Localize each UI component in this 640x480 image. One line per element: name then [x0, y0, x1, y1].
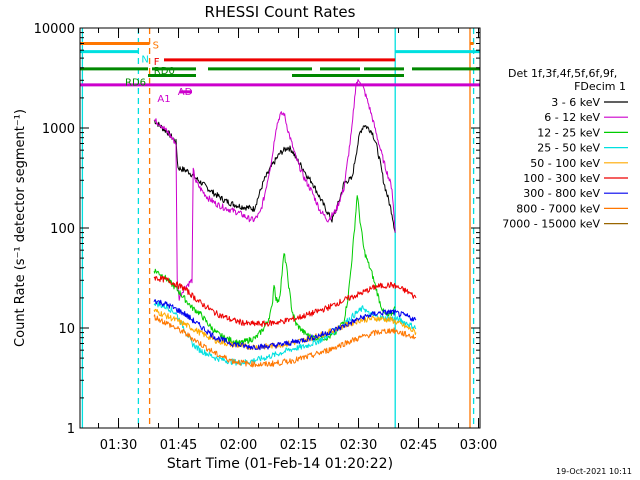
- legend-header-1: Det 1f,3f,4f,5f,6f,9f,: [508, 67, 617, 80]
- x-tick-label: 01:30: [100, 438, 137, 453]
- x-tick-label: 02:15: [280, 438, 317, 453]
- series-group: [153, 79, 417, 368]
- flag-label-rd0: RD0: [154, 66, 175, 77]
- x-tick-label: 02:30: [340, 438, 377, 453]
- flag-label-n: N: [141, 55, 148, 66]
- x-tick-label: 02:45: [400, 438, 437, 453]
- flag-label-ad: AD: [178, 87, 193, 98]
- legend-label-8: 7000 - 15000 keV: [502, 218, 600, 231]
- y-axis-label: Count Rate (s⁻¹ detector segment⁻¹): [13, 109, 28, 347]
- y-tick-label: 100: [50, 222, 75, 237]
- legend-label-1: 6 - 12 keV: [544, 111, 600, 124]
- flag-label-a1: A1: [157, 94, 170, 105]
- series-line-1: [153, 79, 396, 301]
- legend-label-7: 800 - 7000 keV: [516, 202, 600, 215]
- flag-label-s: S: [153, 40, 159, 51]
- footer-timestamp: 19-Oct-2021 10:11: [556, 467, 632, 476]
- series-line-4: [153, 308, 417, 351]
- legend-label-3: 25 - 50 keV: [537, 142, 600, 155]
- legend-header-2: FDecim 1: [574, 80, 626, 93]
- legend-label-6: 300 - 800 keV: [523, 187, 600, 200]
- flag-label-f: F: [154, 57, 160, 68]
- legend-label-0: 3 - 6 keV: [551, 96, 600, 109]
- y-tick-label: 10: [58, 322, 75, 337]
- flag-label-rd6: RD6: [125, 77, 146, 88]
- series-line-6: [153, 299, 417, 351]
- x-tick-label: 03:00: [460, 438, 497, 453]
- series-line-5: [153, 275, 417, 327]
- y-tick-label: 10000: [34, 22, 75, 37]
- x-axis-label: Start Time (01-Feb-14 01:20:22): [167, 456, 393, 472]
- legend-label-5: 100 - 300 keV: [523, 172, 600, 185]
- y-tick-label: 1000: [42, 122, 75, 137]
- series-line-7: [153, 314, 417, 368]
- series-line-2: [153, 195, 396, 346]
- x-tick-label: 01:45: [160, 438, 197, 453]
- legend-label-4: 50 - 100 keV: [530, 157, 600, 170]
- x-tick-label: 02:00: [220, 438, 257, 453]
- chart-title: RHESSI Count Rates: [205, 3, 356, 21]
- y-tick-label: 1: [67, 422, 75, 437]
- legend-label-2: 12 - 25 keV: [537, 126, 600, 139]
